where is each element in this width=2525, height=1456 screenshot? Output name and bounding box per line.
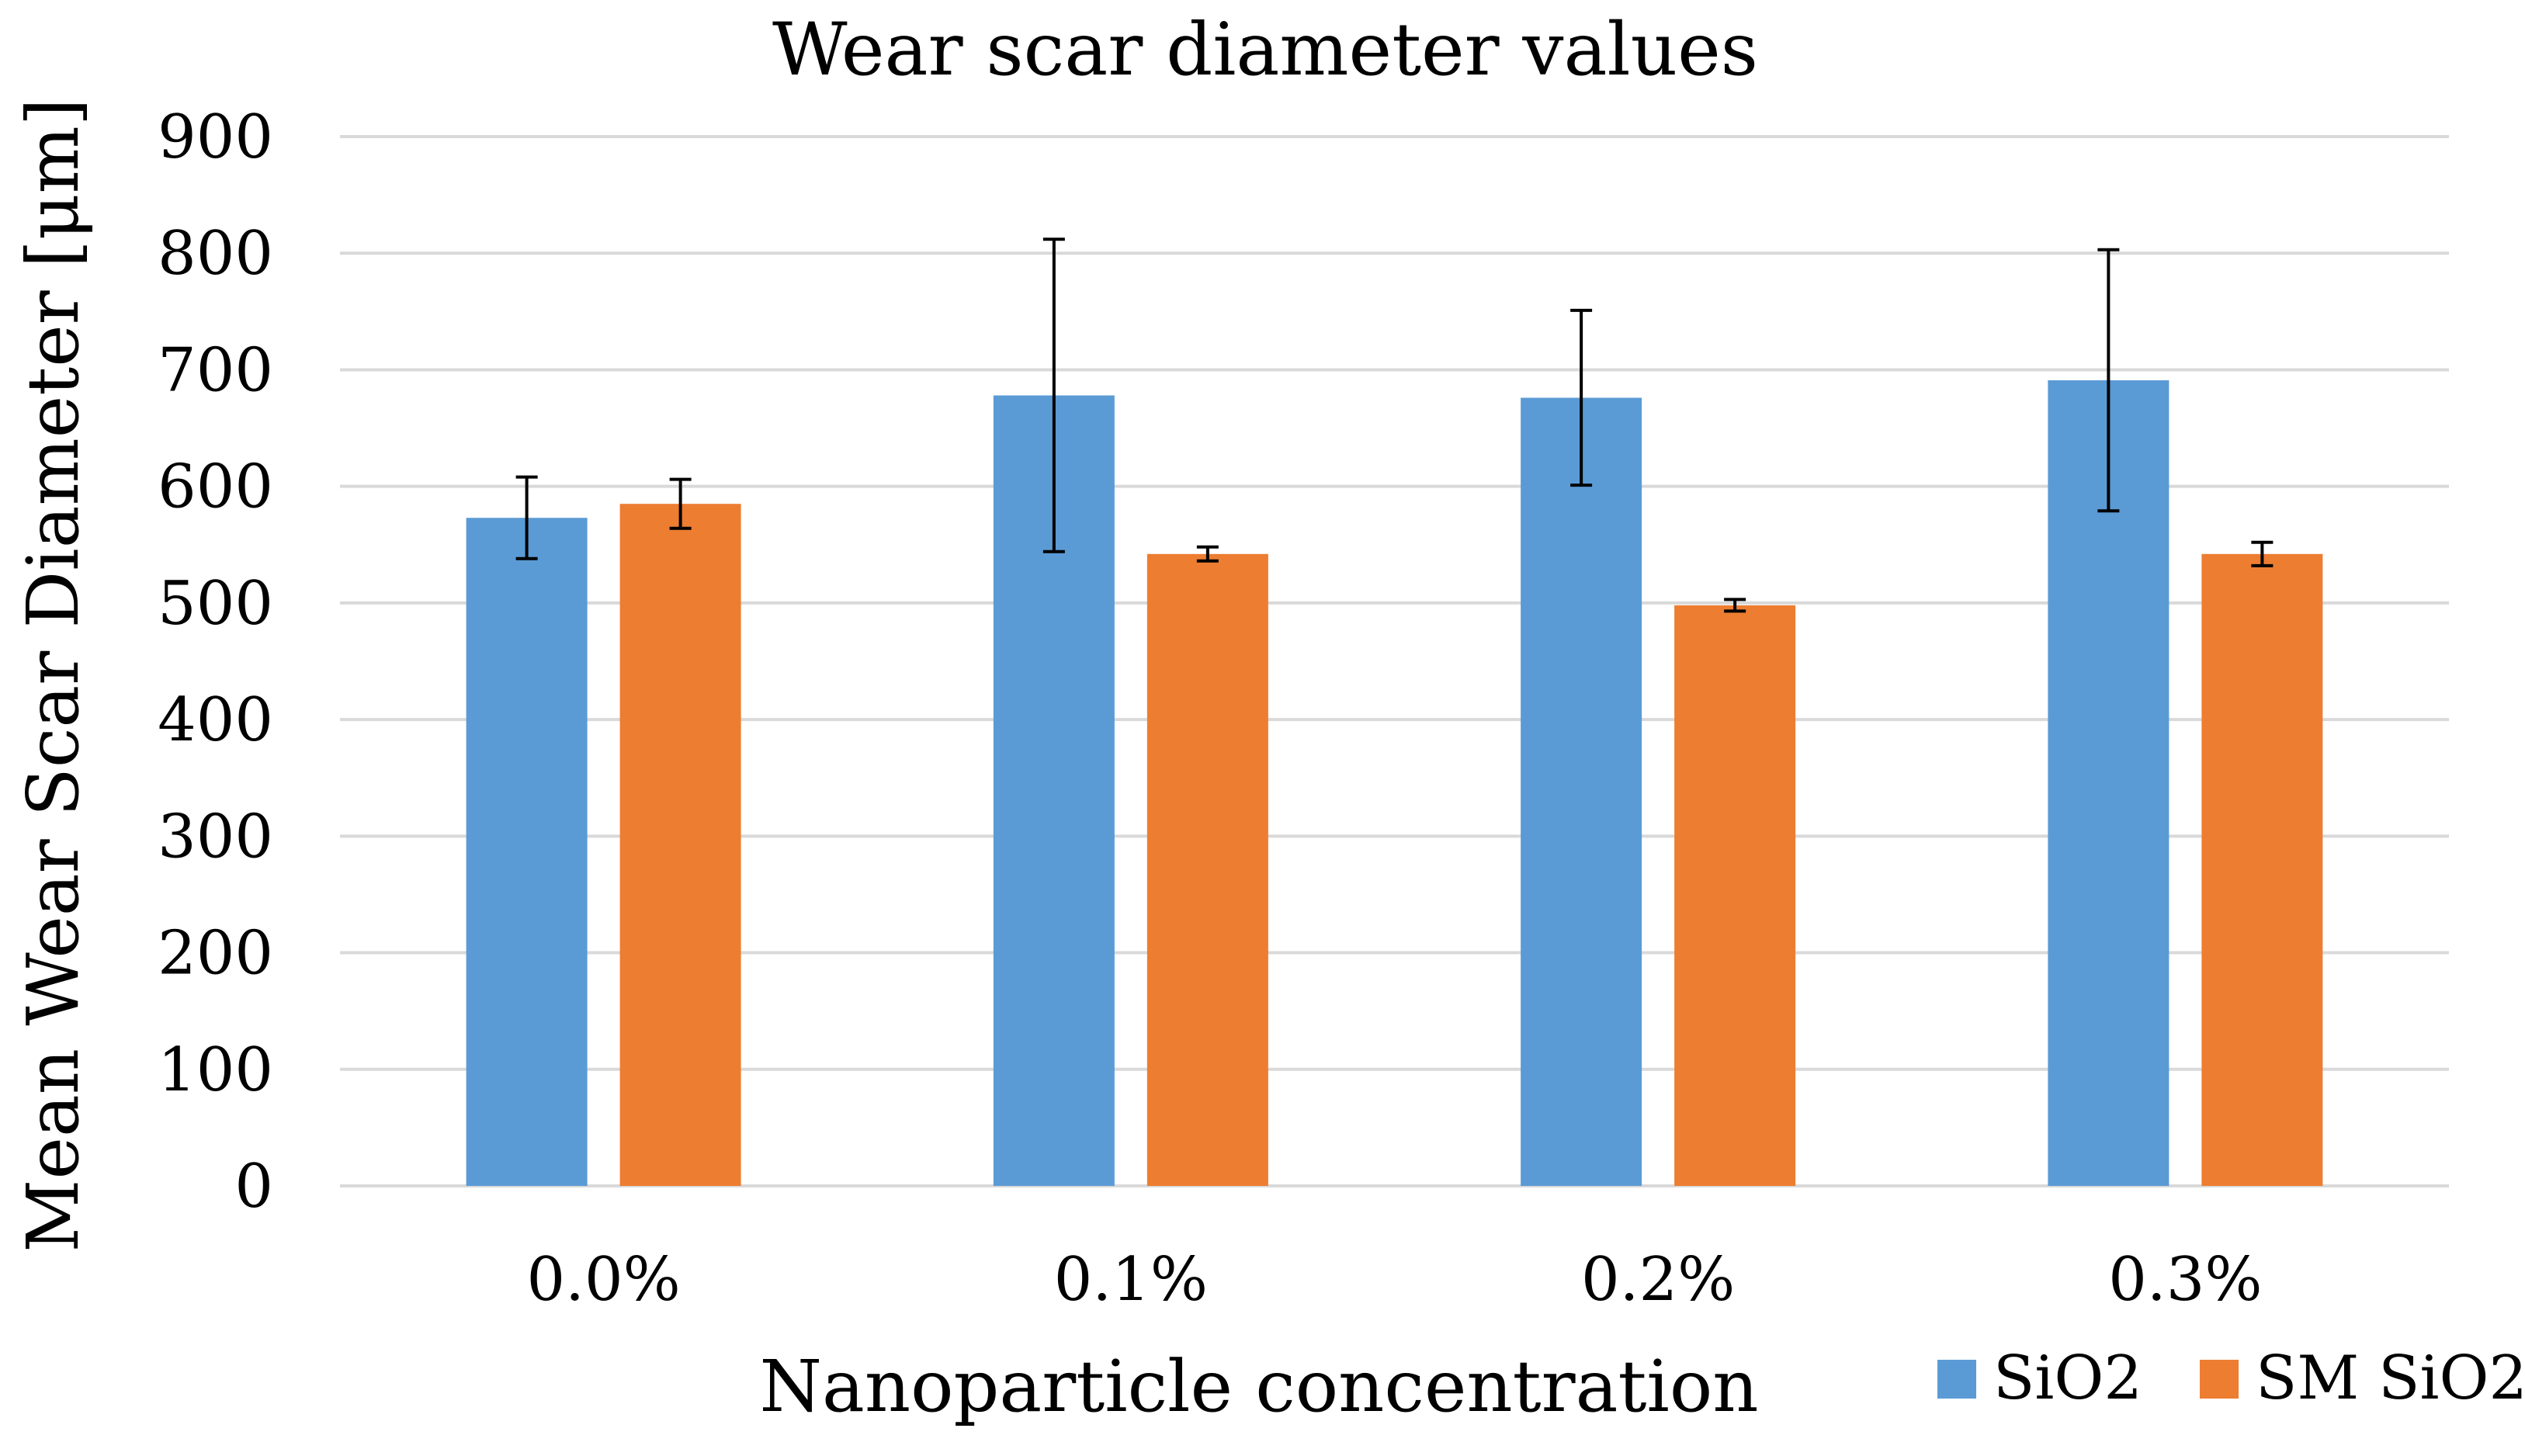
legend-label: SM SiO2 — [2256, 1343, 2525, 1413]
y-tick-label: 300 — [158, 802, 273, 872]
legend-swatch — [2200, 1360, 2239, 1399]
error-bar-sm-sio2-0.1% — [1196, 545, 1219, 563]
error-bar-sio2-0.0% — [515, 475, 538, 560]
legend-item-sio2: SiO2 — [1937, 1343, 2142, 1413]
y-tick-label: 200 — [158, 919, 273, 989]
error-bar-sm-sio2-0.0% — [669, 477, 692, 530]
y-tick-labels: 0 100 200 300 400 500 600 700 800 900 — [158, 102, 273, 1222]
x-tick-label: 0.3% — [2108, 1245, 2262, 1315]
error-bars — [515, 237, 2274, 613]
error-bar-sm-sio2-0.3% — [2251, 540, 2274, 567]
y-tick-label: 900 — [158, 102, 273, 172]
legend: SiO2 SM SiO2 — [1937, 1343, 2525, 1413]
bar-sm-sio2-0.1% — [1146, 553, 1268, 1186]
x-tick-label: 0.0% — [527, 1245, 681, 1315]
error-bar-sio2-0.1% — [1042, 237, 1065, 553]
bar-sio2-0.2% — [1521, 397, 1642, 1186]
x-axis-label: Nanoparticle concentration — [760, 1345, 1759, 1428]
bar-sio2-0.3% — [2048, 380, 2169, 1186]
chart-title: Wear scar diameter values — [772, 8, 1758, 92]
y-tick-label: 500 — [158, 569, 273, 639]
x-tick-label: 0.2% — [1581, 1245, 1735, 1315]
error-bar-sio2-0.3% — [2097, 248, 2120, 513]
x-tick-label: 0.1% — [1054, 1245, 1208, 1315]
bar-sm-sio2-0.3% — [2201, 553, 2323, 1186]
y-tick-label: 100 — [158, 1035, 273, 1105]
legend-item-sm-sio2: SM SiO2 — [2200, 1343, 2525, 1413]
bar-sm-sio2-0.2% — [1674, 605, 1796, 1186]
x-tick-labels: 0.0% 0.1% 0.2% 0.3% — [527, 1245, 2263, 1315]
y-tick-label: 800 — [158, 219, 273, 289]
y-tick-label: 400 — [158, 685, 273, 755]
y-tick-label: 0 — [234, 1152, 273, 1222]
y-tick-label: 700 — [158, 335, 273, 405]
bar-sio2-0.0% — [466, 518, 588, 1186]
legend-label: SiO2 — [1993, 1343, 2142, 1413]
y-tick-label: 600 — [158, 452, 273, 522]
bar-sm-sio2-0.0% — [619, 504, 741, 1186]
error-bar-sio2-0.2% — [1570, 308, 1593, 487]
error-bar-sm-sio2-0.2% — [1724, 598, 1746, 613]
legend-swatch — [1937, 1360, 1976, 1399]
y-axis-label: Mean Wear Scar Diameter [μm] — [12, 98, 95, 1252]
bars — [466, 380, 2323, 1186]
